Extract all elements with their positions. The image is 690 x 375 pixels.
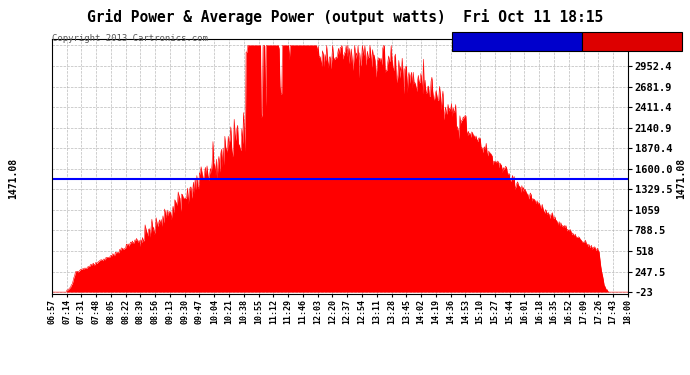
Text: Copyright 2013 Cartronics.com: Copyright 2013 Cartronics.com (52, 34, 208, 43)
Text: 1471.08: 1471.08 (676, 158, 686, 199)
Text: Grid  (AC Watts): Grid (AC Watts) (589, 37, 675, 46)
Text: Grid Power & Average Power (output watts)  Fri Oct 11 18:15: Grid Power & Average Power (output watts… (87, 9, 603, 26)
Text: Average  (AC Watts): Average (AC Watts) (466, 37, 568, 46)
Text: 1471.08: 1471.08 (8, 158, 18, 199)
